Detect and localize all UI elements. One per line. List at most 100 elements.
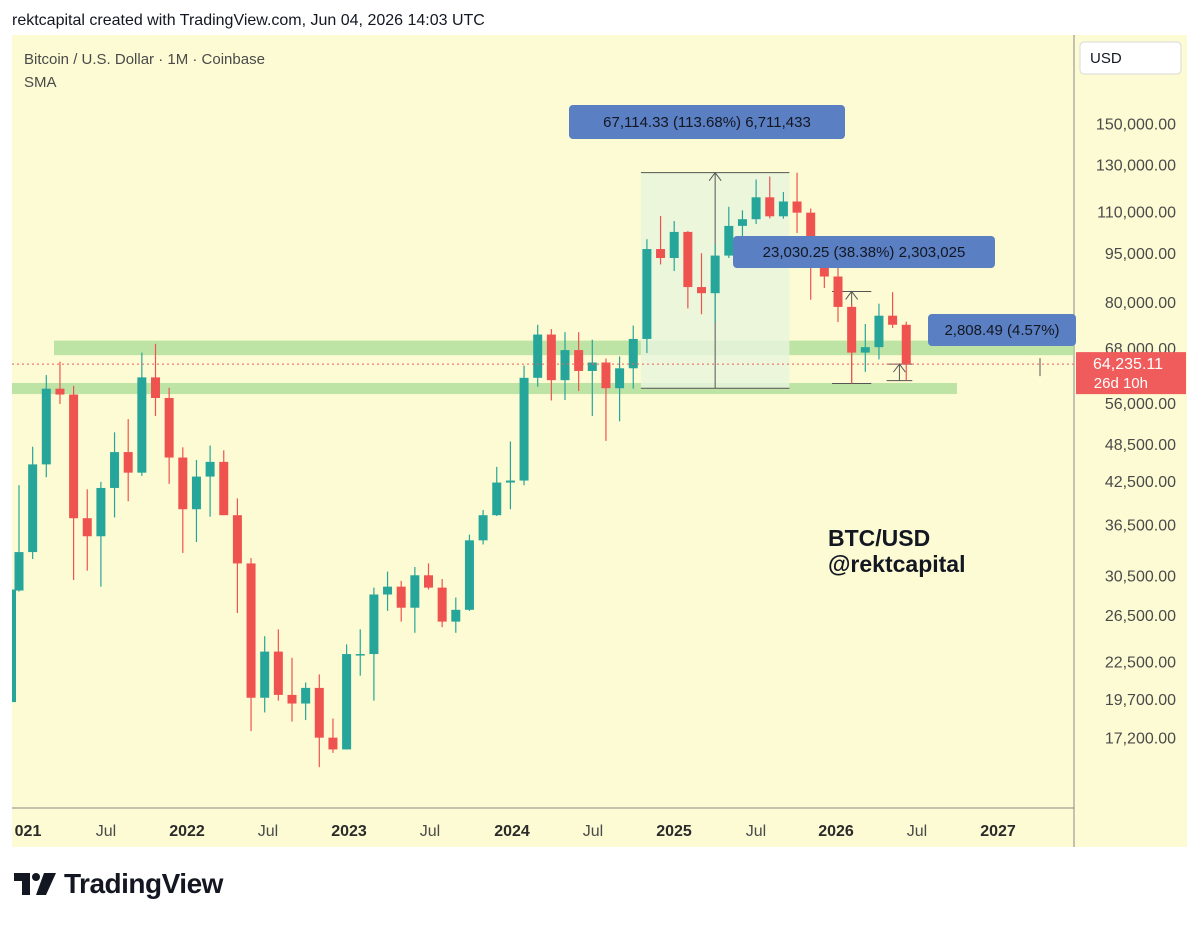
callout-label: 67,114.33 (113.68%) 6,711,433	[603, 114, 811, 131]
time-tick-label: 2027	[980, 823, 1016, 840]
time-tick-label: Jul	[96, 823, 116, 840]
legend-indicator[interactable]: SMA	[24, 74, 57, 91]
candle-body[interactable]	[314, 687, 324, 738]
candle-body[interactable]	[151, 377, 160, 398]
candle-body[interactable]	[451, 609, 461, 622]
candle-body[interactable]	[901, 324, 911, 365]
time-tick-label: 2023	[331, 823, 367, 840]
candle-body[interactable]	[273, 651, 283, 695]
price-tick-label: 150,000.00	[1096, 117, 1176, 134]
candle-body[interactable]	[710, 255, 720, 294]
candle-body[interactable]	[369, 594, 379, 655]
legend-symbol[interactable]: Bitcoin / U.S. Dollar · 1M · Coinbase	[24, 51, 265, 68]
measurement-callout[interactable]: 23,030.25 (38.38%) 2,303,025	[733, 236, 995, 268]
candle-body[interactable]	[724, 225, 734, 256]
candle-body[interactable]	[615, 368, 625, 389]
candle-body[interactable]	[123, 452, 133, 473]
candle-body[interactable]	[164, 397, 174, 458]
candle-body[interactable]	[396, 586, 406, 608]
candle-body[interactable]	[55, 388, 65, 395]
candle-body[interactable]	[874, 315, 884, 348]
candle-body[interactable]	[14, 552, 24, 591]
candle-body[interactable]	[82, 518, 92, 537]
time-tick-label: 2024	[494, 823, 530, 840]
time-tick-label: 2022	[169, 823, 205, 840]
candle-body[interactable]	[478, 515, 488, 541]
candle-body[interactable]	[287, 694, 297, 704]
candle-body[interactable]	[219, 461, 229, 516]
candle-body[interactable]	[355, 654, 365, 656]
candle-body[interactable]	[137, 377, 147, 473]
candle-body[interactable]	[519, 377, 529, 481]
candles	[12, 172, 1041, 768]
measurement-callout[interactable]: 2,808.49 (4.57%)	[928, 314, 1076, 346]
time-axis[interactable]: 021 Jul 2022 Jul 2023 Jul 2024 Jul 2025 Jul 2026 Ju…	[15, 823, 1016, 840]
candle-body[interactable]	[574, 350, 584, 371]
price-tick-label: 19,700.00	[1105, 692, 1176, 709]
candle-body[interactable]	[683, 231, 693, 288]
candle-body[interactable]	[437, 587, 447, 622]
measurement-callout[interactable]: 67,114.33 (113.68%) 6,711,433	[569, 105, 845, 139]
candle-body[interactable]	[69, 394, 79, 519]
tradingview-logo[interactable]: TradingView	[14, 868, 223, 900]
candle-body[interactable]	[847, 306, 857, 353]
candle-body[interactable]	[328, 737, 338, 750]
candle-body[interactable]	[205, 461, 215, 477]
price-tick-label: 36,500.00	[1105, 517, 1176, 534]
candle-body[interactable]	[232, 515, 242, 564]
chart-header: rektcapital created with TradingView.com…	[12, 12, 485, 29]
candle-body[interactable]	[656, 249, 666, 258]
candle-body[interactable]	[301, 687, 311, 704]
price-tick-label: 26,500.00	[1105, 608, 1176, 625]
candle-body[interactable]	[601, 362, 611, 389]
candle-body[interactable]	[246, 563, 256, 698]
candle-body[interactable]	[642, 249, 652, 339]
candle-body[interactable]	[178, 457, 188, 510]
candle-body[interactable]	[492, 482, 502, 516]
candle-body[interactable]	[560, 350, 570, 381]
candle-body[interactable]	[41, 388, 51, 465]
candle-body[interactable]	[587, 362, 597, 371]
price-tick-label: 48,500.00	[1105, 437, 1176, 454]
candle-body[interactable]	[505, 480, 515, 483]
price-tick-label: 80,000.00	[1105, 295, 1176, 312]
callout-box[interactable]	[928, 314, 1076, 346]
candle-body[interactable]	[96, 487, 106, 537]
currency-label[interactable]: USD	[1090, 50, 1122, 67]
candle-body[interactable]	[464, 540, 474, 610]
candle-body[interactable]	[751, 197, 761, 220]
candle-body[interactable]	[383, 586, 393, 595]
currency-button[interactable]	[1079, 41, 1182, 75]
candle-body[interactable]	[792, 201, 802, 213]
candle-body[interactable]	[28, 464, 38, 553]
support-zone	[12, 382, 957, 395]
candle-body[interactable]	[669, 231, 679, 258]
candle-body[interactable]	[765, 197, 775, 217]
candle-body[interactable]	[888, 315, 898, 325]
candle-body[interactable]	[424, 575, 433, 588]
support-zone	[54, 340, 1074, 356]
price-axis-panel	[1075, 35, 1187, 847]
candle-body[interactable]	[260, 651, 270, 698]
callout-label: 23,030.25 (38.38%) 2,303,025	[763, 244, 966, 261]
callout-label: 2,808.49 (4.57%)	[944, 322, 1059, 339]
candle-body[interactable]	[191, 476, 201, 510]
callout-box[interactable]	[733, 236, 995, 268]
candle-body[interactable]	[546, 334, 556, 381]
current-price-tag[interactable]: 64,235.11 26d 10h	[1076, 352, 1186, 395]
candle-body[interactable]	[778, 201, 788, 217]
candle-body[interactable]	[833, 276, 843, 307]
candle-body[interactable]	[860, 347, 870, 353]
candle-body[interactable]	[819, 267, 829, 277]
candle-body[interactable]	[110, 452, 120, 488]
candle-body[interactable]	[737, 219, 747, 226]
candle-body[interactable]	[342, 654, 352, 750]
time-tick-label: 2026	[818, 823, 854, 840]
candle-body[interactable]	[410, 575, 420, 608]
callout-box[interactable]	[569, 105, 845, 139]
candle-body[interactable]	[628, 338, 638, 369]
candle-body[interactable]	[533, 334, 543, 378]
candle-body[interactable]	[697, 287, 706, 294]
price-axis[interactable]: 150,000.00 130,000.00 110,000.00 95,000.00 8…	[1076, 117, 1186, 748]
